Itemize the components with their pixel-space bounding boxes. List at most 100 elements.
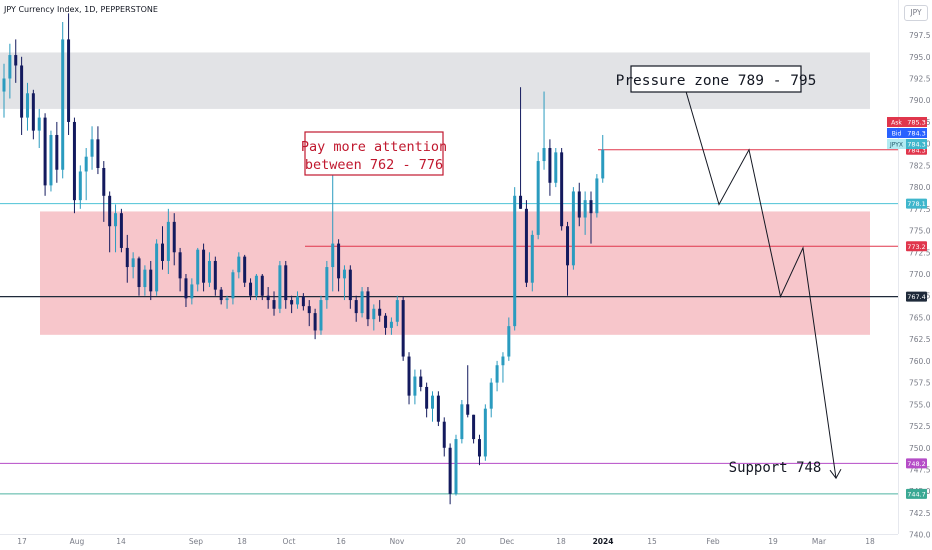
price-tag-name: Bid [892,131,902,138]
candle-body [61,39,65,170]
candle-body [272,300,276,309]
candle-body [219,289,223,301]
currency-button[interactable]: JPY [904,5,928,21]
candle-body [389,321,393,328]
candle-body [143,269,147,288]
price-tick-label: 765.0 [909,313,931,322]
candle-body [202,249,206,283]
candle-body [407,356,411,396]
candle-body [378,308,382,316]
candle-body [25,93,29,118]
time-tick-label: 15 [647,537,657,546]
candle-body [266,295,270,301]
attention-label-box [304,131,444,176]
candle-body [108,195,112,227]
price-tag-value: 784.3 [907,130,926,138]
candle-body [466,404,470,415]
candle-body [577,191,581,218]
price-tick-label: 755.0 [909,400,931,409]
time-tick-label: 16 [336,537,346,546]
time-tick-label: 2024 [593,537,614,546]
candle-body [2,78,6,92]
time-tick-label: Nov [390,537,405,546]
candle-body [166,221,170,261]
candle-body [331,243,335,268]
price-tag-name: Ask [891,120,902,127]
candle-body [413,376,417,396]
time-axis[interactable]: 17 Aug 14 Sep 18 Oct 16 Nov 20 Dec 18 2024 15 Feb 19 Ma… [0,534,898,547]
chart-title: JPY Currency Index, 1D, PEPPERSTONE [4,5,158,14]
candle-body [583,200,587,218]
candle-body [55,134,59,170]
price-tick-label: 777.5 [909,205,931,214]
candle-body [401,300,405,357]
candle-body [337,243,341,279]
candle-body [425,386,429,409]
candle-body [131,258,135,268]
price-tag-name-bg [887,117,906,127]
price-tick-label: 762.5 [909,335,931,344]
candle-body [495,365,499,383]
candle-body [296,296,299,305]
price-level-tag-label: 744.7 [907,490,926,498]
price-tag-value-bg [906,139,927,149]
time-tick-label: Mar [812,537,827,546]
candle-body [178,252,182,279]
candle-body [119,213,123,248]
price-level-tag [906,198,927,209]
price-tick-label: 740.0 [909,531,931,540]
candle-body [37,117,41,131]
price-tick-label: 790.0 [909,96,931,105]
price-level-tag-label: 767.4 [907,293,926,301]
price-tick-label: 750.0 [909,444,931,453]
price-level-tag-label: 778.1 [907,200,926,208]
candle-body [243,256,247,283]
candle-body [137,258,141,288]
candle-body [325,267,329,301]
candle-body [571,191,575,266]
price-tag-name: JPYX [889,142,903,149]
candle-body [566,226,570,266]
candle-body [460,404,464,440]
candle-body [125,247,129,268]
candle-body [231,272,235,299]
candle-body [307,306,311,314]
annotations-layer: Pressure zone 789 - 795 Pay more attentio… [301,65,821,476]
attention-label-line1: Pay more attention [301,139,447,155]
candle-body [524,208,528,283]
candle-body [155,243,159,292]
price-level-tag [906,458,927,469]
candle-body [14,55,18,66]
candle-body [595,178,599,214]
price-tick-label: 770.0 [909,270,931,279]
price-axis[interactable]: 740.0742.5745.0747.5750.0752.5755.0757.5… [887,0,931,540]
candle-body [196,249,200,285]
price-tag-value: 785.3 [907,119,926,127]
candle-body [213,260,217,290]
price-tick-label: 795.0 [909,53,931,62]
time-tick-label: Sep [189,537,203,546]
price-tag-name-bg [887,139,906,149]
candle-body [172,221,176,253]
time-tick-label: 18 [556,537,566,546]
candle-body [513,195,517,327]
candle-body [601,149,605,179]
candle-body [431,395,435,409]
candle-body [342,269,346,279]
candle-body [102,168,106,196]
price-tick-label: 797.5 [909,31,931,40]
price-tag-value-bg [906,128,927,138]
price-tick-label: 757.5 [909,379,931,388]
time-tick-label: 14 [116,537,126,546]
candle-body [507,326,511,357]
candle-body [49,134,53,186]
candle-body [348,269,352,301]
candle-body [477,439,481,457]
candle-body [78,171,82,201]
candle-body [278,265,282,309]
time-tick-label: 20 [456,537,466,546]
price-level-tag-label: 784.3 [907,146,926,154]
price-tick-label: 760.0 [909,357,931,366]
price-tick-label: 752.5 [909,422,931,431]
